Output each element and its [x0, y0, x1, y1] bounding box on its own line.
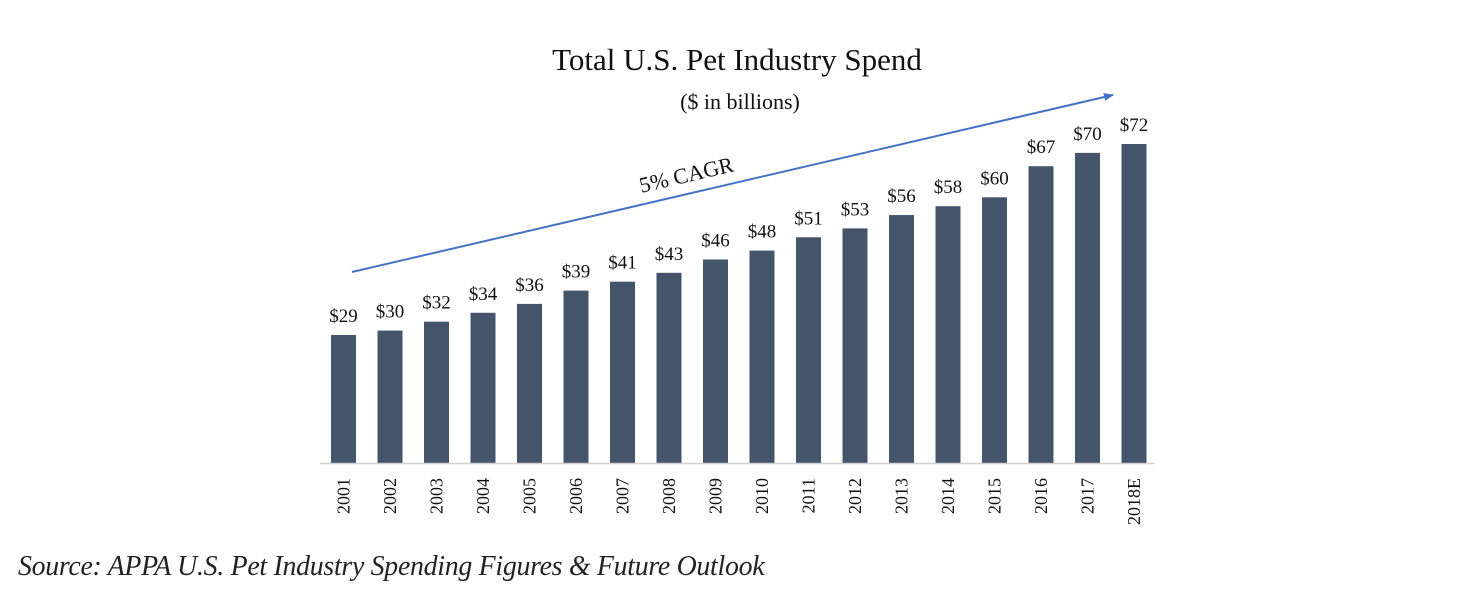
- bar-2013: [889, 215, 914, 463]
- x-tick-2001: 2001: [334, 478, 354, 514]
- x-tick-2013: 2013: [892, 478, 912, 514]
- bar-2016: [1028, 166, 1054, 464]
- data-label-2015: $60: [980, 168, 1009, 189]
- bar-2009: [703, 259, 728, 463]
- bar-2008: [656, 272, 682, 463]
- x-tick-2012: 2012: [845, 478, 865, 514]
- data-label-2013: $56: [887, 186, 916, 207]
- bar-2002: [377, 330, 403, 463]
- data-label-2018E: $72: [1120, 115, 1149, 136]
- x-tick-2007: 2007: [613, 478, 633, 514]
- bar-2003: [424, 321, 449, 463]
- bars-group: [331, 144, 1147, 464]
- x-tick-2014: 2014: [938, 478, 958, 514]
- data-label-2016: $67: [1027, 137, 1056, 158]
- data-label-2009: $46: [701, 230, 730, 251]
- bar-2001: [331, 335, 356, 463]
- data-label-2007: $41: [608, 253, 637, 274]
- x-tick-2010: 2010: [752, 478, 772, 514]
- x-tick-2011: 2011: [799, 478, 819, 513]
- x-tick-2008: 2008: [659, 478, 679, 514]
- data-label-2014: $58: [934, 177, 963, 198]
- bar-2007: [610, 281, 635, 463]
- bar-2004: [470, 312, 496, 463]
- cagr-trend-arrow: [351, 93, 1114, 273]
- bar-2010: [749, 250, 775, 463]
- x-tick-2009: 2009: [706, 478, 726, 514]
- x-tick-2016: 2016: [1031, 478, 1051, 514]
- bar-2006: [563, 290, 589, 463]
- x-tick-2003: 2003: [427, 478, 447, 514]
- data-label-2017: $70: [1073, 124, 1102, 145]
- bar-2005: [517, 303, 542, 463]
- x-tick-2018E: 2018E: [1124, 478, 1144, 525]
- x-tick-2004: 2004: [473, 478, 493, 514]
- data-label-2005: $36: [515, 275, 544, 296]
- x-tick-2017: 2017: [1078, 478, 1098, 514]
- data-label-2006: $39: [562, 262, 591, 283]
- x-tick-2002: 2002: [380, 478, 400, 514]
- data-label-2003: $32: [422, 293, 451, 314]
- bar-2015: [982, 197, 1007, 464]
- chart-subtitle: ($ in billions): [680, 89, 800, 114]
- cagr-annotation: 5% CAGR: [637, 152, 736, 198]
- bar-2012: [842, 228, 868, 463]
- data-label-2008: $43: [655, 244, 684, 265]
- data-label-2012: $53: [841, 199, 870, 220]
- data-label-2011: $51: [794, 208, 823, 229]
- bar-2014: [935, 206, 961, 464]
- data-label-2002: $30: [376, 302, 405, 323]
- x-tick-labels-group: 2001 2002 2003 2004 2005 2006 2007 2008 2009 2010…: [334, 478, 1145, 525]
- data-label-2004: $34: [469, 284, 498, 305]
- bar-2017: [1075, 152, 1100, 463]
- x-tick-2005: 2005: [520, 478, 540, 514]
- data-label-2010: $48: [748, 222, 777, 243]
- x-tick-2015: 2015: [985, 478, 1005, 514]
- data-label-2001: $29: [329, 306, 358, 327]
- bar-2018E: [1121, 144, 1147, 463]
- x-tick-2006: 2006: [566, 478, 586, 514]
- data-labels-group: $29 $30 $32 $34 $36 $39 $41 $43 $46 $48 $51 $53 $56 $…: [329, 115, 1148, 327]
- bar-2011: [796, 237, 821, 463]
- source-note: Source: APPA U.S. Pet Industry Spending …: [18, 550, 765, 582]
- chart-title: Total U.S. Pet Industry Spend: [552, 42, 922, 77]
